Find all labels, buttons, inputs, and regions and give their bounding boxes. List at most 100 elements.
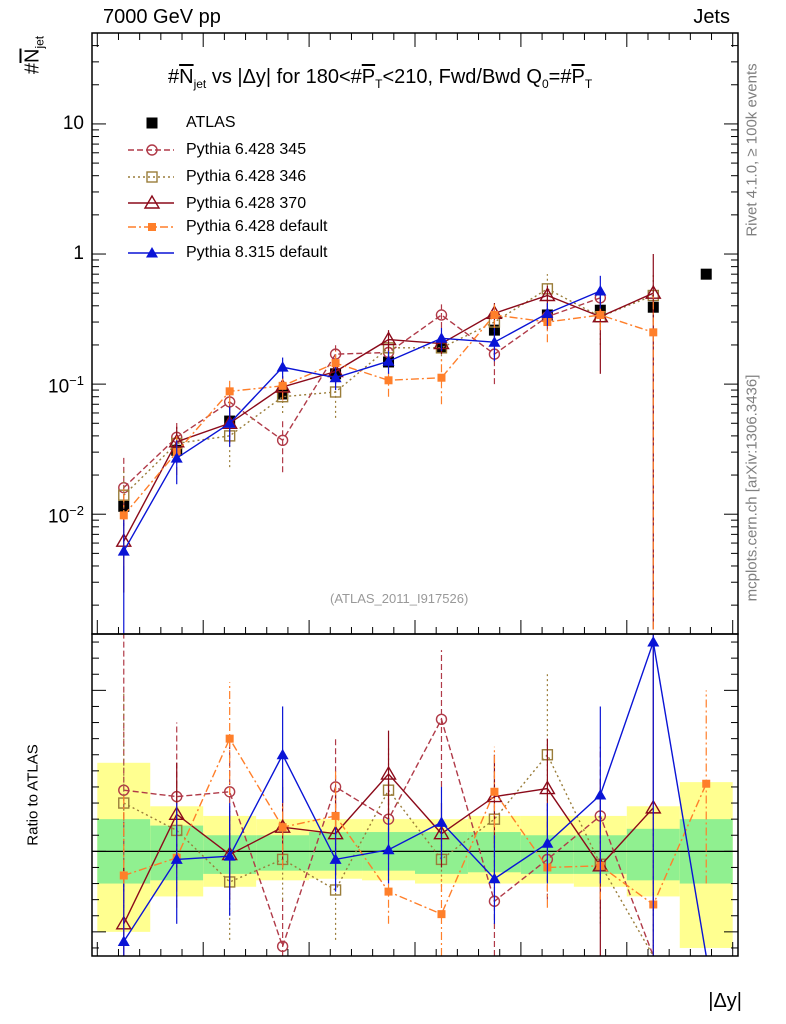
main-point-4-7 (490, 310, 499, 319)
plot-title: #Njet vs |Δy| for 180<#PT<210, Fwd/Bwd Q… (168, 66, 592, 91)
title-p2: P (571, 66, 585, 88)
main-point-4-2 (225, 387, 234, 396)
main-ylabel: #Njet (22, 36, 47, 74)
main-point-4-5 (384, 376, 393, 385)
main-point-5-7 (488, 336, 501, 347)
main-point-5-0 (117, 545, 130, 556)
title-n: N (179, 66, 194, 88)
ratio-point-3-7 (490, 787, 499, 796)
main-series-group (115, 254, 712, 634)
main-line-5 (123, 290, 601, 552)
ratio-point-0-6 (435, 713, 448, 726)
ratio-point-4-2 (223, 850, 236, 861)
main-ytick-label-3: 10 (62, 112, 84, 134)
main-ytick-exp-0: −2 (69, 502, 84, 518)
ratio-point-4-5 (382, 843, 395, 855)
main-point-0-11 (700, 268, 712, 280)
rivet-label: Rivet 4.1.0, ≥ 100k events (743, 63, 761, 237)
ratio-point-3-6 (437, 910, 446, 919)
title-eq: =# (548, 66, 572, 88)
main-point-5-1 (170, 452, 183, 463)
ratio-point-4-1 (170, 853, 183, 864)
legend-label-py8-default: Pythia 8.315 default (186, 244, 328, 261)
ratio-point-4-3 (276, 748, 289, 760)
legend-markers (128, 117, 174, 258)
main-line-4 (123, 314, 654, 516)
main-point-5-9 (594, 284, 607, 296)
ratio-point-3-11 (702, 779, 711, 788)
ratio-point-2-5 (380, 765, 397, 780)
title-t2-sub: T (584, 77, 593, 91)
title-q: <210, Fwd/Bwd Q (382, 66, 542, 88)
main-point-5-6 (435, 332, 448, 343)
main-series-3 (115, 254, 662, 630)
ratio-point-4-0 (117, 935, 130, 947)
title-p: P (361, 66, 376, 88)
ratio-series-4 (117, 634, 707, 956)
ratio-ylabel: Ratio to ATLAS (24, 744, 42, 846)
main-point-3-5 (380, 331, 397, 346)
ratio-point-4-7 (488, 872, 501, 884)
ylabel-jet-sub: jet (32, 35, 47, 49)
main-point-3-8 (539, 287, 556, 302)
main-ytick-base-1: 10 (48, 376, 70, 398)
main-point-4-10 (649, 328, 658, 337)
main-point-5-8 (541, 307, 554, 318)
legend-marker-4 (148, 223, 156, 231)
ratio-point-0-3 (276, 940, 289, 953)
ratio-point-3-3 (278, 823, 287, 832)
ratio-point-3-0 (119, 871, 128, 880)
main-ytick-exp-1: −1 (69, 372, 84, 388)
ratio-line-4 (123, 641, 707, 956)
main-line-1 (123, 297, 601, 489)
main-ytick-label-1: 10−1 (48, 373, 84, 398)
main-point-5-3 (276, 361, 289, 372)
legend-marker-1 (146, 144, 158, 156)
ratio-line-3 (123, 737, 707, 916)
ylabel-n: N (21, 48, 44, 64)
legend-marker-0 (146, 117, 158, 129)
ratio-point-4-6 (435, 816, 448, 827)
energy-label: 7000 GeV pp (103, 6, 221, 28)
mcplots-label: mcplots.cern.ch [arXiv:1306.3436] (743, 374, 761, 602)
main-series-5 (117, 275, 607, 634)
legend-label-py6-370: Pythia 6.428 370 (186, 195, 307, 212)
ratio-point-2-8 (539, 780, 556, 795)
ratio-point-4-9 (594, 789, 607, 800)
title-jet-sub: jet (193, 77, 207, 91)
main-ytick-label-0: 10−2 (48, 503, 84, 528)
axis-ticks (92, 32, 738, 956)
legend-label-atlas: ATLAS (186, 114, 236, 131)
analysis-watermark: (ATLAS_2011_I917526) (330, 591, 469, 606)
x-axis-label: |Δy| (708, 990, 742, 1012)
title-hash: # (168, 66, 180, 88)
main-ytick-label-2: 1 (73, 242, 84, 264)
main-point-1-3 (276, 434, 289, 446)
main-point-5-5 (382, 355, 395, 366)
main-ytick-base-0: 10 (48, 506, 70, 528)
legend-label-py6-345: Pythia 6.428 345 (186, 141, 307, 158)
ratio-point-4-8 (541, 837, 554, 848)
jets-label: Jets (693, 6, 730, 28)
main-point-4-6 (437, 373, 446, 382)
main-point-5-4 (329, 371, 342, 383)
ratio-point-4-10 (647, 636, 660, 647)
main-point-4-9 (596, 310, 605, 319)
main-series-2 (118, 274, 659, 544)
ratio-point-0-2 (223, 786, 236, 798)
main-point-4-3 (278, 381, 287, 390)
main-point-1-6 (435, 309, 448, 321)
ratio-point-3-4 (331, 811, 340, 820)
legend-marker-5 (146, 247, 158, 258)
legend-label-py6-346: Pythia 6.428 346 (186, 168, 307, 185)
main-point-5-2 (223, 417, 236, 428)
main-series-1 (118, 286, 607, 527)
ratio-point-3-5 (384, 887, 393, 896)
ratio-point-3-2 (225, 734, 234, 743)
legend-label-py6-default: Pythia 6.428 default (186, 218, 328, 235)
ratio-series-group (115, 634, 711, 956)
main-point-4-4 (331, 359, 340, 368)
main-series-0 (118, 268, 712, 512)
title-mid: vs |Δy| for 180<# (206, 66, 362, 88)
